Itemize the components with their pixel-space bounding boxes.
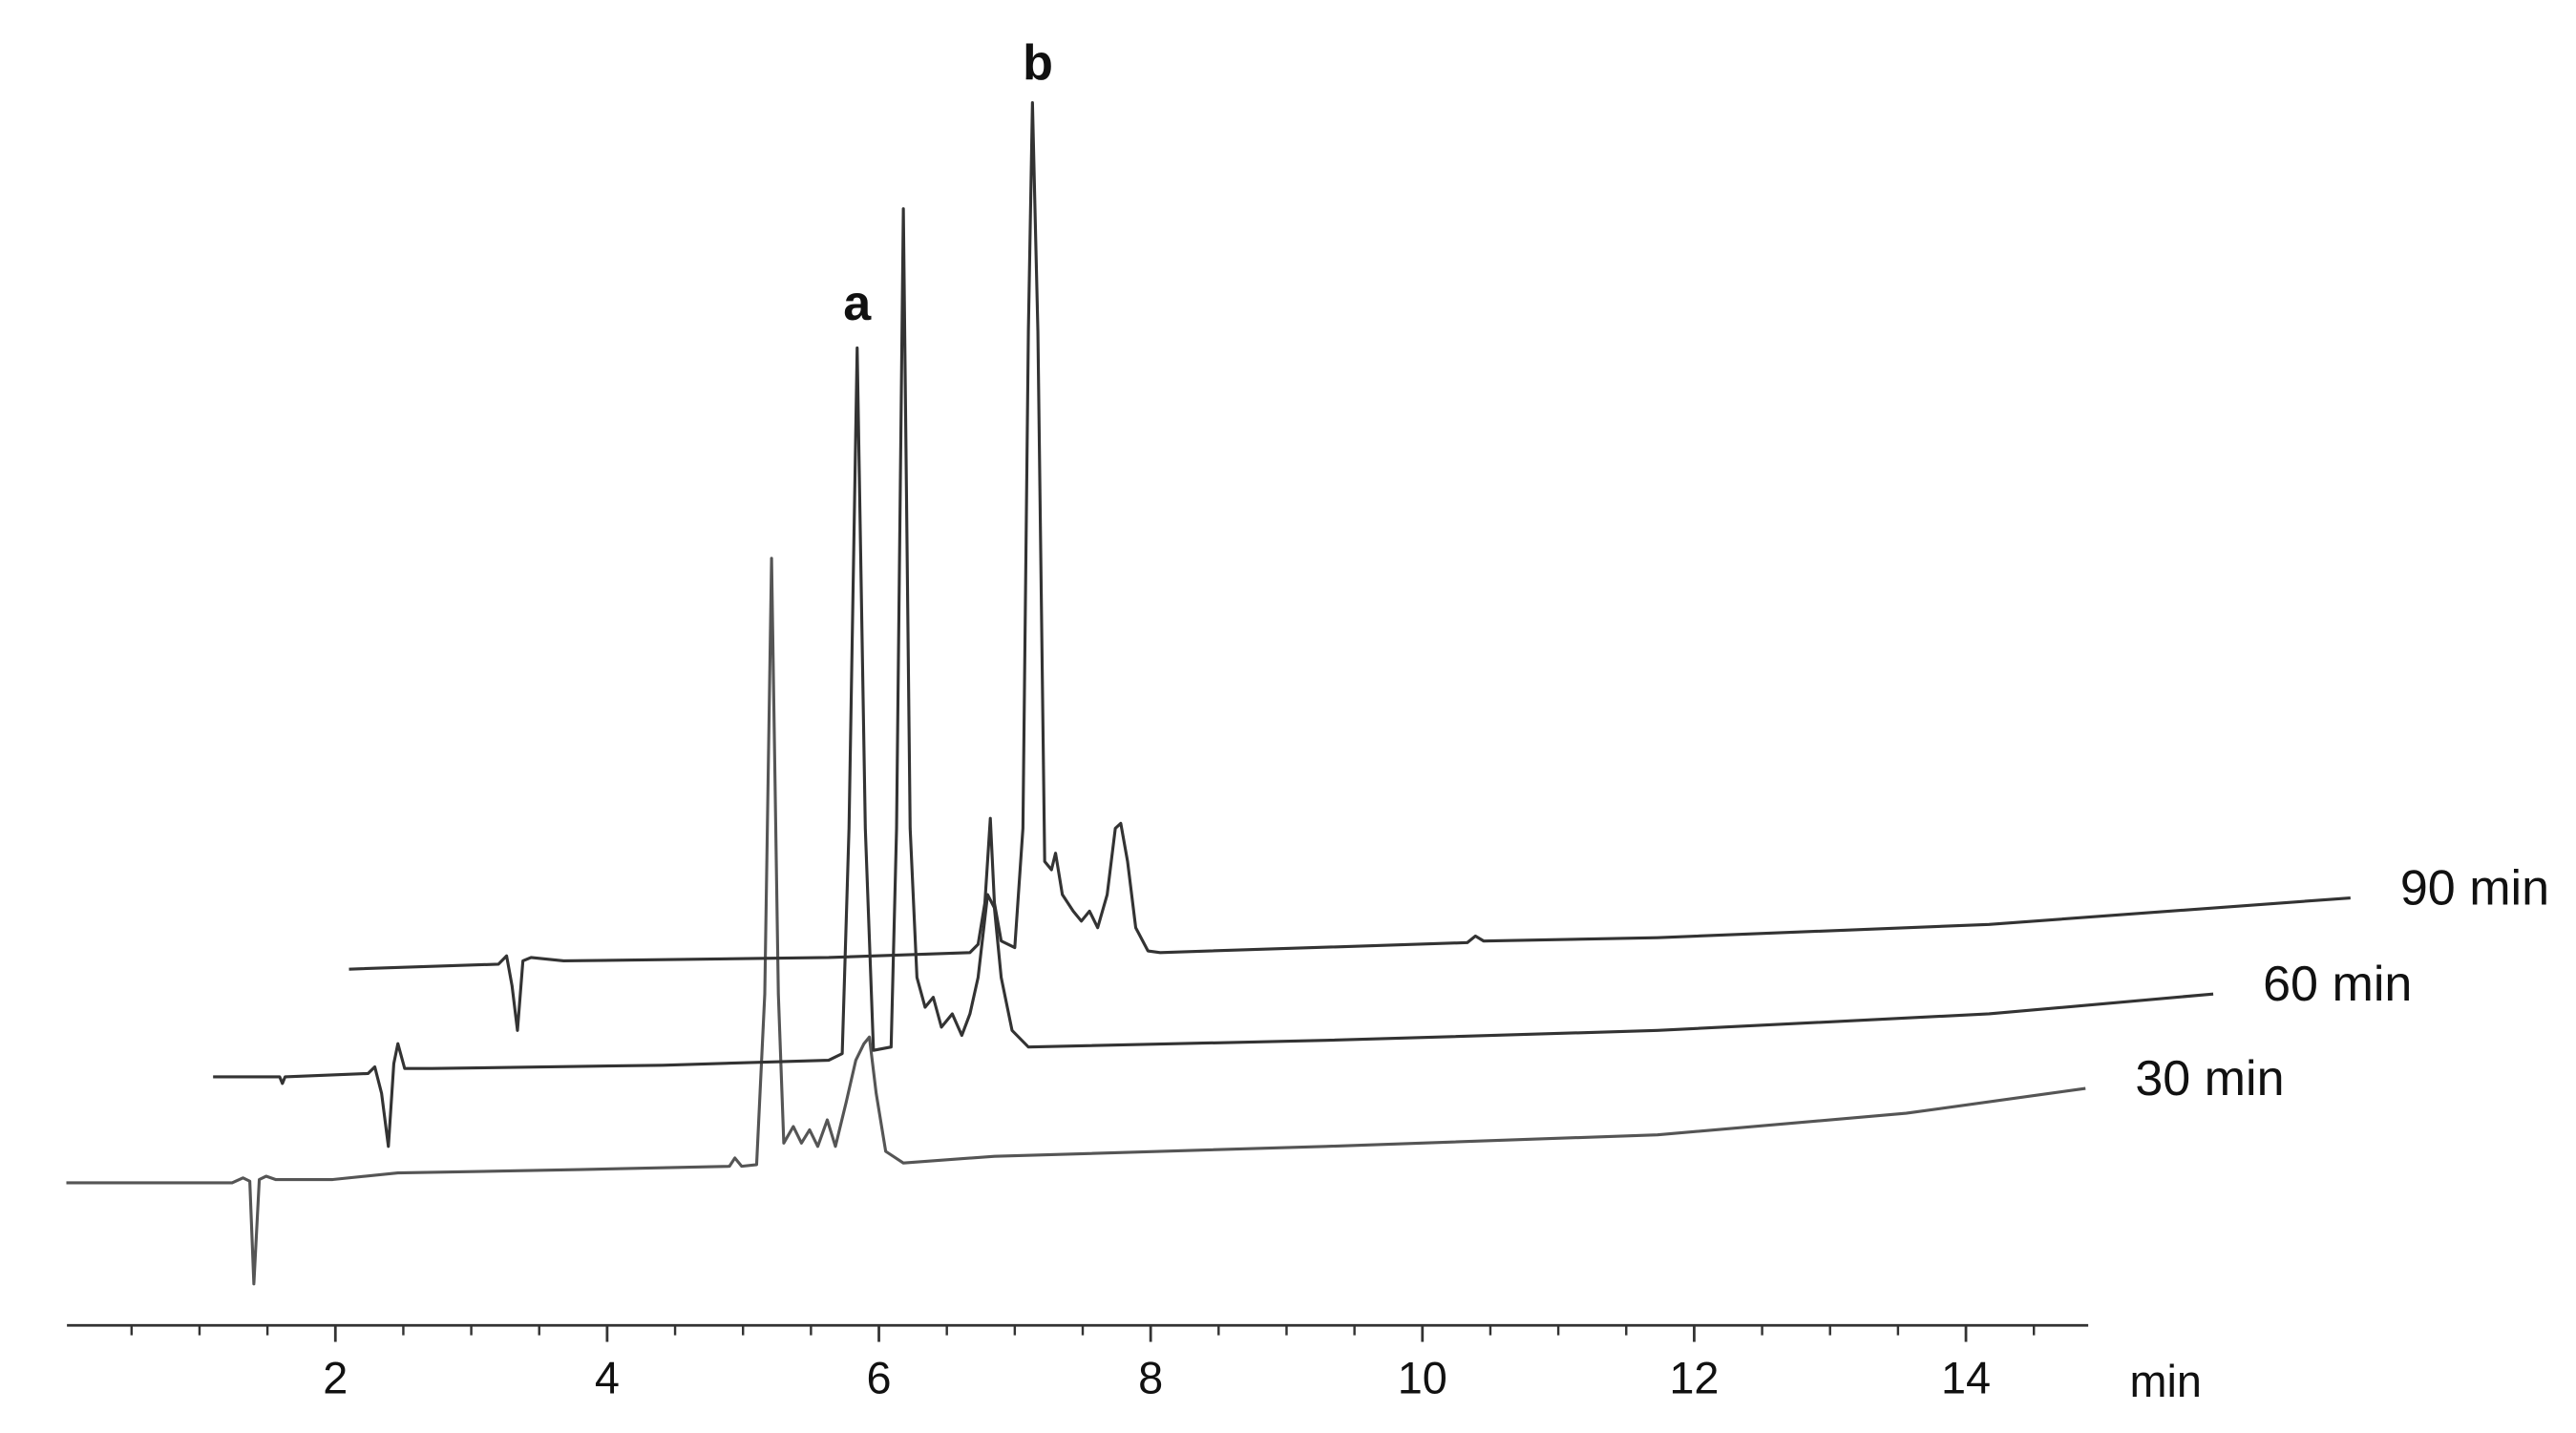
x-tick-label: 6 — [866, 1354, 891, 1403]
x-tick-label: 10 — [1398, 1354, 1447, 1403]
x-tick-label: 2 — [323, 1354, 348, 1403]
series-label: 60 min — [2263, 957, 2412, 1012]
x-tick-label: 4 — [595, 1354, 620, 1403]
x-axis-label: min — [2130, 1357, 2202, 1406]
trace — [213, 207, 2214, 1149]
x-tick-label: 14 — [1941, 1354, 1991, 1403]
series-label: 90 min — [2400, 860, 2549, 916]
series-label: 30 min — [2135, 1051, 2284, 1106]
peak-annotation: a — [843, 276, 872, 331]
peak-annotation: b — [1023, 35, 1053, 91]
trace — [348, 101, 2351, 1032]
trace — [66, 557, 2086, 1286]
x-tick-label: 8 — [1138, 1354, 1163, 1403]
x-tick-label: 12 — [1669, 1354, 1719, 1403]
